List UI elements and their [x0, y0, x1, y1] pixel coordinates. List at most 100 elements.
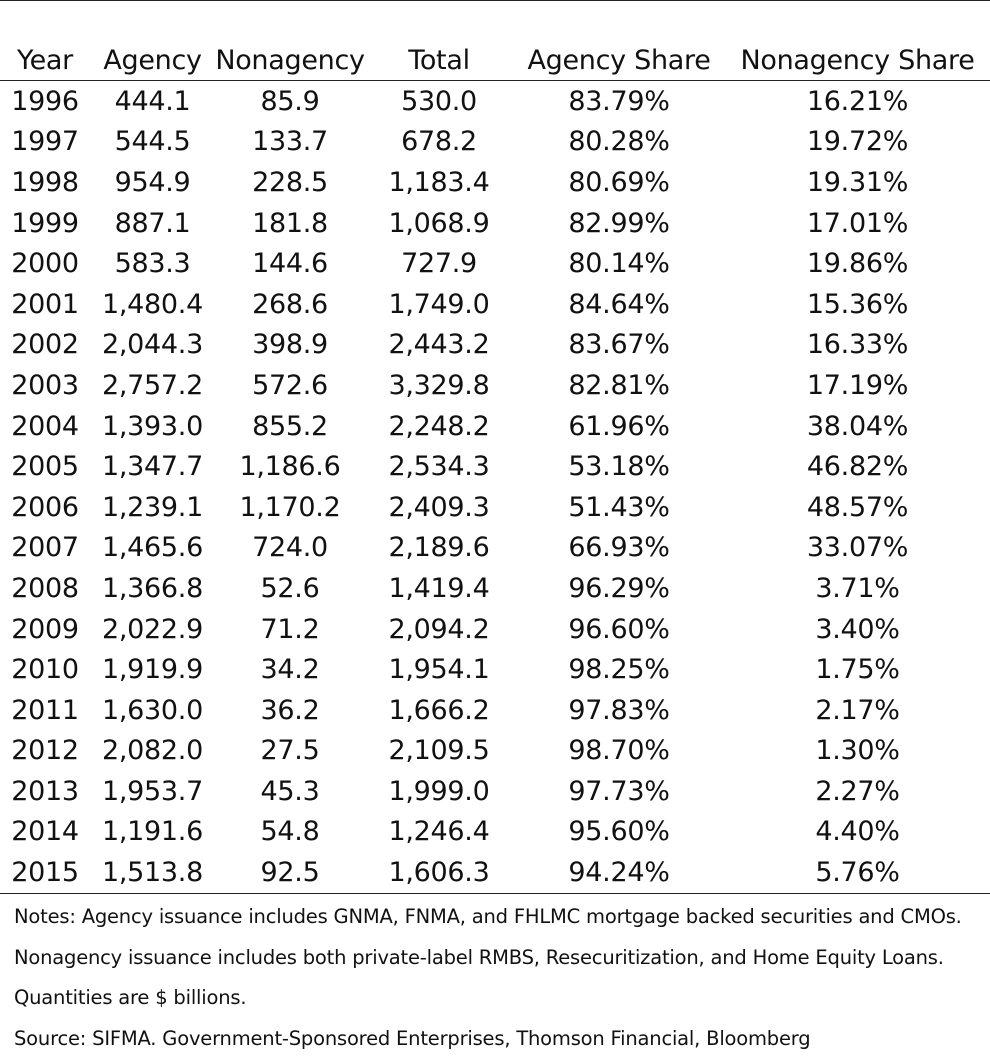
cell-nonagency-share: 46.82%	[725, 446, 990, 487]
cell-year: 2000	[0, 243, 90, 284]
cell-nonagency: 52.6	[215, 568, 365, 609]
cell-total: 678.2	[365, 122, 513, 163]
cell-nonagency-share: 3.40%	[725, 609, 990, 650]
cell-agency: 583.3	[90, 243, 215, 284]
cell-nonagency-share: 16.33%	[725, 325, 990, 366]
cell-nonagency: 34.2	[215, 649, 365, 690]
cell-nonagency: 133.7	[215, 122, 365, 163]
cell-total: 530.0	[365, 81, 513, 122]
cell-nonagency: 85.9	[215, 81, 365, 122]
cell-nonagency-share: 1.30%	[725, 731, 990, 772]
cell-agency: 954.9	[90, 162, 215, 203]
table-header: Year Agency Nonagency Total Agency Share…	[0, 40, 990, 81]
cell-agency: 1,630.0	[90, 690, 215, 731]
cell-total: 1,183.4	[365, 162, 513, 203]
cell-agency: 1,513.8	[90, 852, 215, 893]
cell-nonagency: 572.6	[215, 365, 365, 406]
cell-agency-share: 82.81%	[513, 365, 725, 406]
cell-total: 1,954.1	[365, 649, 513, 690]
cell-nonagency-share: 2.27%	[725, 771, 990, 812]
cell-nonagency: 1,186.6	[215, 446, 365, 487]
header-nonagency: Nonagency	[215, 40, 365, 81]
cell-nonagency-share: 1.75%	[725, 649, 990, 690]
header-total: Total	[365, 40, 513, 81]
cell-total: 1,749.0	[365, 284, 513, 325]
cell-year: 2001	[0, 284, 90, 325]
cell-nonagency-share: 19.72%	[725, 122, 990, 163]
cell-nonagency: 181.8	[215, 203, 365, 244]
cell-year: 1999	[0, 203, 90, 244]
cell-agency-share: 61.96%	[513, 406, 725, 447]
cell-nonagency: 54.8	[215, 812, 365, 853]
cell-agency-share: 53.18%	[513, 446, 725, 487]
cell-agency-share: 80.14%	[513, 243, 725, 284]
cell-agency: 1,480.4	[90, 284, 215, 325]
cell-agency: 1,366.8	[90, 568, 215, 609]
cell-total: 2,409.3	[365, 487, 513, 528]
header-nonagency-share: Nonagency Share	[725, 40, 990, 81]
cell-agency-share: 94.24%	[513, 852, 725, 893]
cell-agency: 444.1	[90, 81, 215, 122]
cell-agency-share: 84.64%	[513, 284, 725, 325]
cell-nonagency: 71.2	[215, 609, 365, 650]
cell-agency-share: 96.29%	[513, 568, 725, 609]
cell-nonagency-share: 2.17%	[725, 690, 990, 731]
cell-agency: 2,757.2	[90, 365, 215, 406]
cell-agency: 1,347.7	[90, 446, 215, 487]
cell-total: 2,189.6	[365, 528, 513, 569]
cell-total: 1,246.4	[365, 812, 513, 853]
cell-agency-share: 82.99%	[513, 203, 725, 244]
cell-nonagency-share: 48.57%	[725, 487, 990, 528]
cell-year: 1996	[0, 81, 90, 122]
cell-year: 2002	[0, 325, 90, 366]
cell-nonagency: 268.6	[215, 284, 365, 325]
cell-agency: 1,919.9	[90, 649, 215, 690]
cell-year: 2007	[0, 528, 90, 569]
cell-total: 1,606.3	[365, 852, 513, 893]
cell-agency-share: 95.60%	[513, 812, 725, 853]
cell-nonagency: 27.5	[215, 731, 365, 772]
cell-agency-share: 66.93%	[513, 528, 725, 569]
notes-source: Source: SIFMA. Government-Sponsored Ente…	[14, 1019, 986, 1059]
notes-units: Quantities are $ billions.	[14, 978, 986, 1019]
cell-year: 2003	[0, 365, 90, 406]
cell-nonagency-share: 17.19%	[725, 365, 990, 406]
cell-agency-share: 83.79%	[513, 81, 725, 122]
cell-total: 2,443.2	[365, 325, 513, 366]
cell-nonagency: 855.2	[215, 406, 365, 447]
cell-year: 2015	[0, 852, 90, 893]
cell-year: 2004	[0, 406, 90, 447]
cell-nonagency: 398.9	[215, 325, 365, 366]
cell-agency: 1,953.7	[90, 771, 215, 812]
cell-total: 2,109.5	[365, 731, 513, 772]
cell-year: 2014	[0, 812, 90, 853]
cell-nonagency: 36.2	[215, 690, 365, 731]
cell-nonagency: 45.3	[215, 771, 365, 812]
cell-nonagency: 1,170.2	[215, 487, 365, 528]
cell-agency-share: 98.70%	[513, 731, 725, 772]
header-agency: Agency	[90, 40, 215, 81]
cell-nonagency-share: 19.31%	[725, 162, 990, 203]
cell-nonagency: 724.0	[215, 528, 365, 569]
cell-nonagency-share: 4.40%	[725, 812, 990, 853]
cell-total: 1,666.2	[365, 690, 513, 731]
cell-nonagency-share: 16.21%	[725, 81, 990, 122]
cell-nonagency: 144.6	[215, 243, 365, 284]
cell-nonagency-share: 3.71%	[725, 568, 990, 609]
cell-nonagency-share: 15.36%	[725, 284, 990, 325]
cell-nonagency-share: 38.04%	[725, 406, 990, 447]
cell-total: 1,419.4	[365, 568, 513, 609]
top-rule	[0, 0, 990, 1]
notes-agency: Notes: Agency issuance includes GNMA, FN…	[14, 897, 986, 938]
